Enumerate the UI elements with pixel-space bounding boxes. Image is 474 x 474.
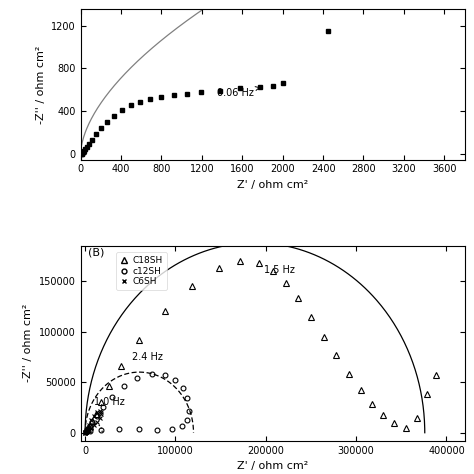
Text: 1.5 Hz: 1.5 Hz: [264, 265, 295, 275]
X-axis label: Z' / ohm cm²: Z' / ohm cm²: [237, 180, 308, 190]
Text: (B): (B): [88, 248, 105, 258]
Text: 2.4 Hz: 2.4 Hz: [132, 352, 163, 362]
Y-axis label: -Z'' / ohm cm²: -Z'' / ohm cm²: [23, 304, 33, 383]
Text: 1.0 Hz: 1.0 Hz: [94, 398, 125, 408]
Legend: C18SH, c12SH, C6SH: C18SH, c12SH, C6SH: [116, 252, 167, 290]
X-axis label: Z' / ohm cm²: Z' / ohm cm²: [237, 461, 308, 471]
Text: 0.06 Hz: 0.06 Hz: [217, 87, 260, 98]
Y-axis label: -Z'' / ohm cm²: -Z'' / ohm cm²: [36, 46, 46, 124]
